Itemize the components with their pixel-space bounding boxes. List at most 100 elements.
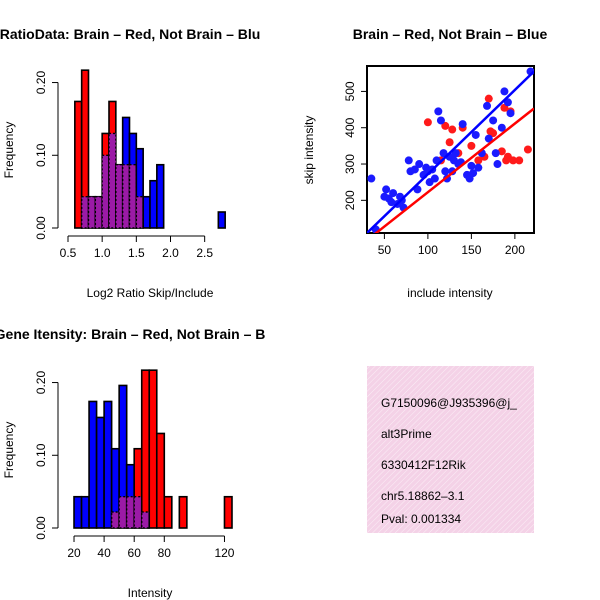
scatter-point-not-brain <box>441 167 450 176</box>
info-pval: Pval: 0.001334 <box>381 512 461 526</box>
scatter-xlabel: include intensity <box>407 286 492 300</box>
scatter-point-not-brain <box>484 134 493 143</box>
ratio-bar-not-brain <box>156 163 165 229</box>
scatter-y-tick-label: 500 <box>343 81 357 101</box>
scatter-point-not-brain <box>497 123 506 132</box>
scatter-x-tick-label: 50 <box>378 243 392 257</box>
scatter-point-not-brain <box>367 174 376 183</box>
intensity-bar-brain <box>223 495 233 529</box>
ratio-bar-overlap <box>115 164 124 229</box>
ratio-bar-overlap <box>128 164 138 229</box>
ratio-bar-overlap <box>87 196 97 229</box>
scatter-point-not-brain <box>439 149 448 158</box>
intensity-bar-overlap <box>110 511 120 529</box>
intensity-x-tick-label: 40 <box>97 546 111 560</box>
scatter-point-not-brain <box>387 198 396 207</box>
intensity-bar-overlap <box>141 511 150 529</box>
intensity-bar-overlap <box>125 496 135 529</box>
info-gene-name: 6330412F12Rik <box>381 458 467 472</box>
intensity-bar-brain <box>178 495 188 529</box>
intensity-histogram-panel: Gene Itensity: Brain – Red, Not Brain – … <box>0 326 265 600</box>
info-location: chr5.18862–3.1 <box>381 489 465 503</box>
scatter-point-not-brain <box>404 156 413 165</box>
ratio-histogram-xlabel: Log2 Ratio Skip/Include <box>87 286 214 300</box>
scatter-x-tick-label: 100 <box>418 243 438 257</box>
ratio-bar-overlap <box>108 132 117 229</box>
scatter-point-not-brain <box>410 165 419 174</box>
scatter-y-tick-label: 400 <box>343 117 357 137</box>
scatter-ylabel: skip intensity <box>302 116 316 185</box>
scatter-point-not-brain <box>491 149 500 158</box>
scatter-point-not-brain <box>458 120 467 129</box>
scatter-point-not-brain <box>436 116 445 125</box>
scatter-point-brain <box>474 156 483 165</box>
ratio-bar-not-brain <box>217 211 226 229</box>
scatter-point-not-brain <box>493 160 502 169</box>
scatter-axes: 50 100 150 200 200 300 400 500 <box>343 81 525 257</box>
ratio-histogram-title: RatioData: Brain – Red, Not Brain – Blu <box>0 26 260 42</box>
intensity-y-tick-label: 0.20 <box>34 371 48 395</box>
ratio-histogram-bars <box>74 69 226 229</box>
info-probe-id: G7150096@J935396@j_ <box>381 396 517 410</box>
scatter-point-brain <box>441 121 450 130</box>
ratio-bar-overlap <box>80 196 90 229</box>
ratio-x-tick-label: 1.5 <box>128 246 145 260</box>
scatter-x-tick-label: 200 <box>505 243 525 257</box>
scatter-point-not-brain <box>500 87 509 96</box>
ratio-histogram-panel: RatioData: Brain – Red, Not Brain – Blu … <box>0 26 260 300</box>
intensity-x-tick-label: 120 <box>214 546 234 560</box>
intensity-bar-overlap <box>118 496 128 529</box>
intensity-histogram-axes: 20 40 60 80 120 0.00 0.10 0.20 <box>34 371 235 560</box>
scatter-title: Brain – Red, Not Brain – Blue <box>353 26 548 42</box>
scatter-point-not-brain <box>389 189 398 198</box>
scatter-point-not-brain <box>451 149 460 158</box>
scatter-fit-line-brain <box>374 107 534 233</box>
intensity-histogram-bars <box>73 369 233 529</box>
intensity-bar-not-brain <box>73 495 83 529</box>
intensity-bar-brain <box>140 369 151 529</box>
ratio-x-tick-label: 1.0 <box>94 246 111 260</box>
info-event-type: alt3Prime <box>381 427 432 441</box>
scatter-panel: Brain – Red, Not Brain – Blue include in… <box>302 26 547 300</box>
ratio-y-tick-label: 0.10 <box>34 143 48 167</box>
intensity-y-tick-label: 0.00 <box>34 516 48 540</box>
ratio-histogram-ylabel: Frequency <box>2 122 16 179</box>
intensity-bar-not-brain <box>95 416 105 529</box>
scatter-point-not-brain <box>471 130 480 139</box>
ratio-bar-overlap <box>94 196 103 229</box>
scatter-point-not-brain <box>489 116 498 125</box>
intensity-bar-not-brain <box>80 495 90 529</box>
scatter-point-not-brain <box>474 163 483 172</box>
scatter-point-brain <box>509 156 518 165</box>
scatter-x-tick-label: 150 <box>461 243 481 257</box>
info-box-background <box>367 366 534 533</box>
intensity-bar-overlap <box>133 496 143 529</box>
scatter-y-tick-label: 300 <box>343 154 357 174</box>
scatter-point-not-brain <box>467 161 476 170</box>
scatter-marks <box>367 67 534 233</box>
ratio-x-tick-label: 0.5 <box>60 246 77 260</box>
scatter-point-not-brain <box>430 174 439 183</box>
scatter-point-not-brain <box>382 185 391 194</box>
ratio-bar-not-brain <box>142 195 151 229</box>
ratio-histogram-axes: 0.5 1.0 1.5 2.0 2.5 0.00 0.10 0.20 <box>34 71 213 260</box>
scatter-point-brain <box>448 125 457 134</box>
ratio-bar-overlap <box>135 196 144 229</box>
scatter-point-brain <box>515 156 524 165</box>
ratio-bar-brain <box>74 100 83 229</box>
intensity-histogram-xlabel: Intensity <box>128 586 173 600</box>
ratio-bar-not-brain <box>149 179 158 229</box>
scatter-point-brain <box>489 129 498 138</box>
intensity-x-tick-label: 80 <box>158 546 172 560</box>
ratio-y-tick-label: 0.20 <box>34 71 48 95</box>
scatter-point-brain <box>467 141 476 150</box>
intensity-histogram-ylabel: Frequency <box>2 422 16 479</box>
ratio-y-tick-label: 0.00 <box>34 216 48 240</box>
scatter-point-not-brain <box>415 160 424 169</box>
intensity-x-tick-label: 60 <box>128 546 142 560</box>
scatter-point-not-brain <box>469 169 478 178</box>
scatter-point-not-brain <box>506 109 515 118</box>
info-panel: G7150096@J935396@j_ alt3Prime 6330412F12… <box>367 366 534 533</box>
intensity-bar-not-brain <box>103 400 113 529</box>
